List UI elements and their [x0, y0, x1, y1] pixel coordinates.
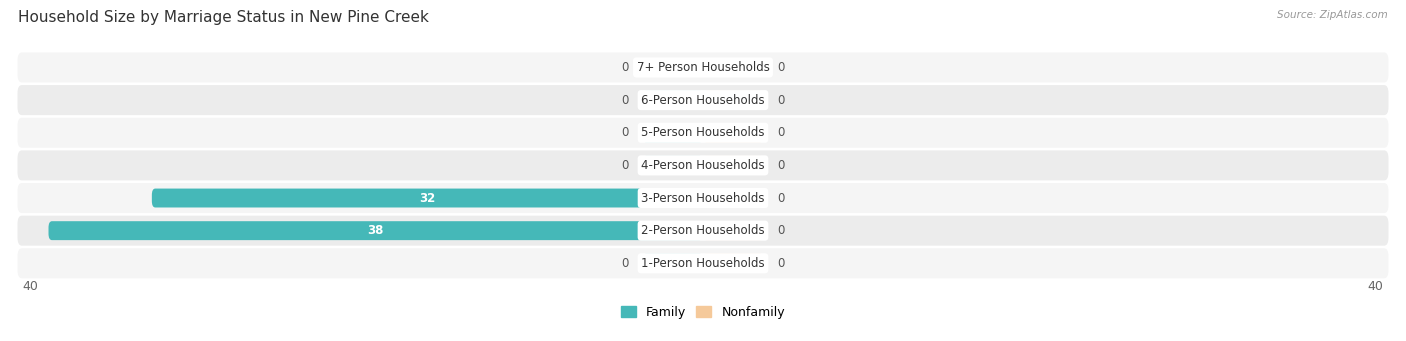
Text: 0: 0 [778, 257, 785, 270]
FancyBboxPatch shape [17, 183, 1389, 213]
FancyBboxPatch shape [643, 156, 703, 175]
FancyBboxPatch shape [703, 221, 763, 240]
Text: 0: 0 [621, 94, 628, 107]
Text: 0: 0 [778, 224, 785, 237]
Text: 0: 0 [778, 192, 785, 205]
FancyBboxPatch shape [703, 189, 763, 207]
Text: Source: ZipAtlas.com: Source: ZipAtlas.com [1277, 10, 1388, 20]
Text: 0: 0 [621, 257, 628, 270]
Text: 5-Person Households: 5-Person Households [641, 126, 765, 139]
Text: Household Size by Marriage Status in New Pine Creek: Household Size by Marriage Status in New… [18, 10, 429, 25]
Text: 0: 0 [621, 61, 628, 74]
Text: 0: 0 [778, 126, 785, 139]
Text: 3-Person Households: 3-Person Households [641, 192, 765, 205]
FancyBboxPatch shape [643, 91, 703, 109]
FancyBboxPatch shape [17, 150, 1389, 180]
FancyBboxPatch shape [17, 118, 1389, 148]
Text: 32: 32 [419, 192, 436, 205]
FancyBboxPatch shape [17, 53, 1389, 83]
Text: 6-Person Households: 6-Person Households [641, 94, 765, 107]
Text: 2-Person Households: 2-Person Households [641, 224, 765, 237]
FancyBboxPatch shape [643, 254, 703, 273]
FancyBboxPatch shape [643, 58, 703, 77]
FancyBboxPatch shape [48, 221, 703, 240]
Text: 0: 0 [778, 61, 785, 74]
Text: 0: 0 [621, 159, 628, 172]
Text: 0: 0 [778, 94, 785, 107]
FancyBboxPatch shape [703, 58, 763, 77]
FancyBboxPatch shape [703, 91, 763, 109]
Text: 38: 38 [367, 224, 384, 237]
Text: 4-Person Households: 4-Person Households [641, 159, 765, 172]
FancyBboxPatch shape [17, 216, 1389, 246]
Legend: Family, Nonfamily: Family, Nonfamily [616, 301, 790, 324]
Text: 40: 40 [22, 280, 38, 293]
FancyBboxPatch shape [703, 254, 763, 273]
FancyBboxPatch shape [152, 189, 703, 207]
Text: 1-Person Households: 1-Person Households [641, 257, 765, 270]
FancyBboxPatch shape [703, 156, 763, 175]
Text: 40: 40 [1368, 280, 1384, 293]
FancyBboxPatch shape [17, 248, 1389, 278]
FancyBboxPatch shape [17, 85, 1389, 115]
Text: 0: 0 [621, 126, 628, 139]
FancyBboxPatch shape [643, 123, 703, 142]
Text: 7+ Person Households: 7+ Person Households [637, 61, 769, 74]
FancyBboxPatch shape [703, 123, 763, 142]
Text: 0: 0 [778, 159, 785, 172]
